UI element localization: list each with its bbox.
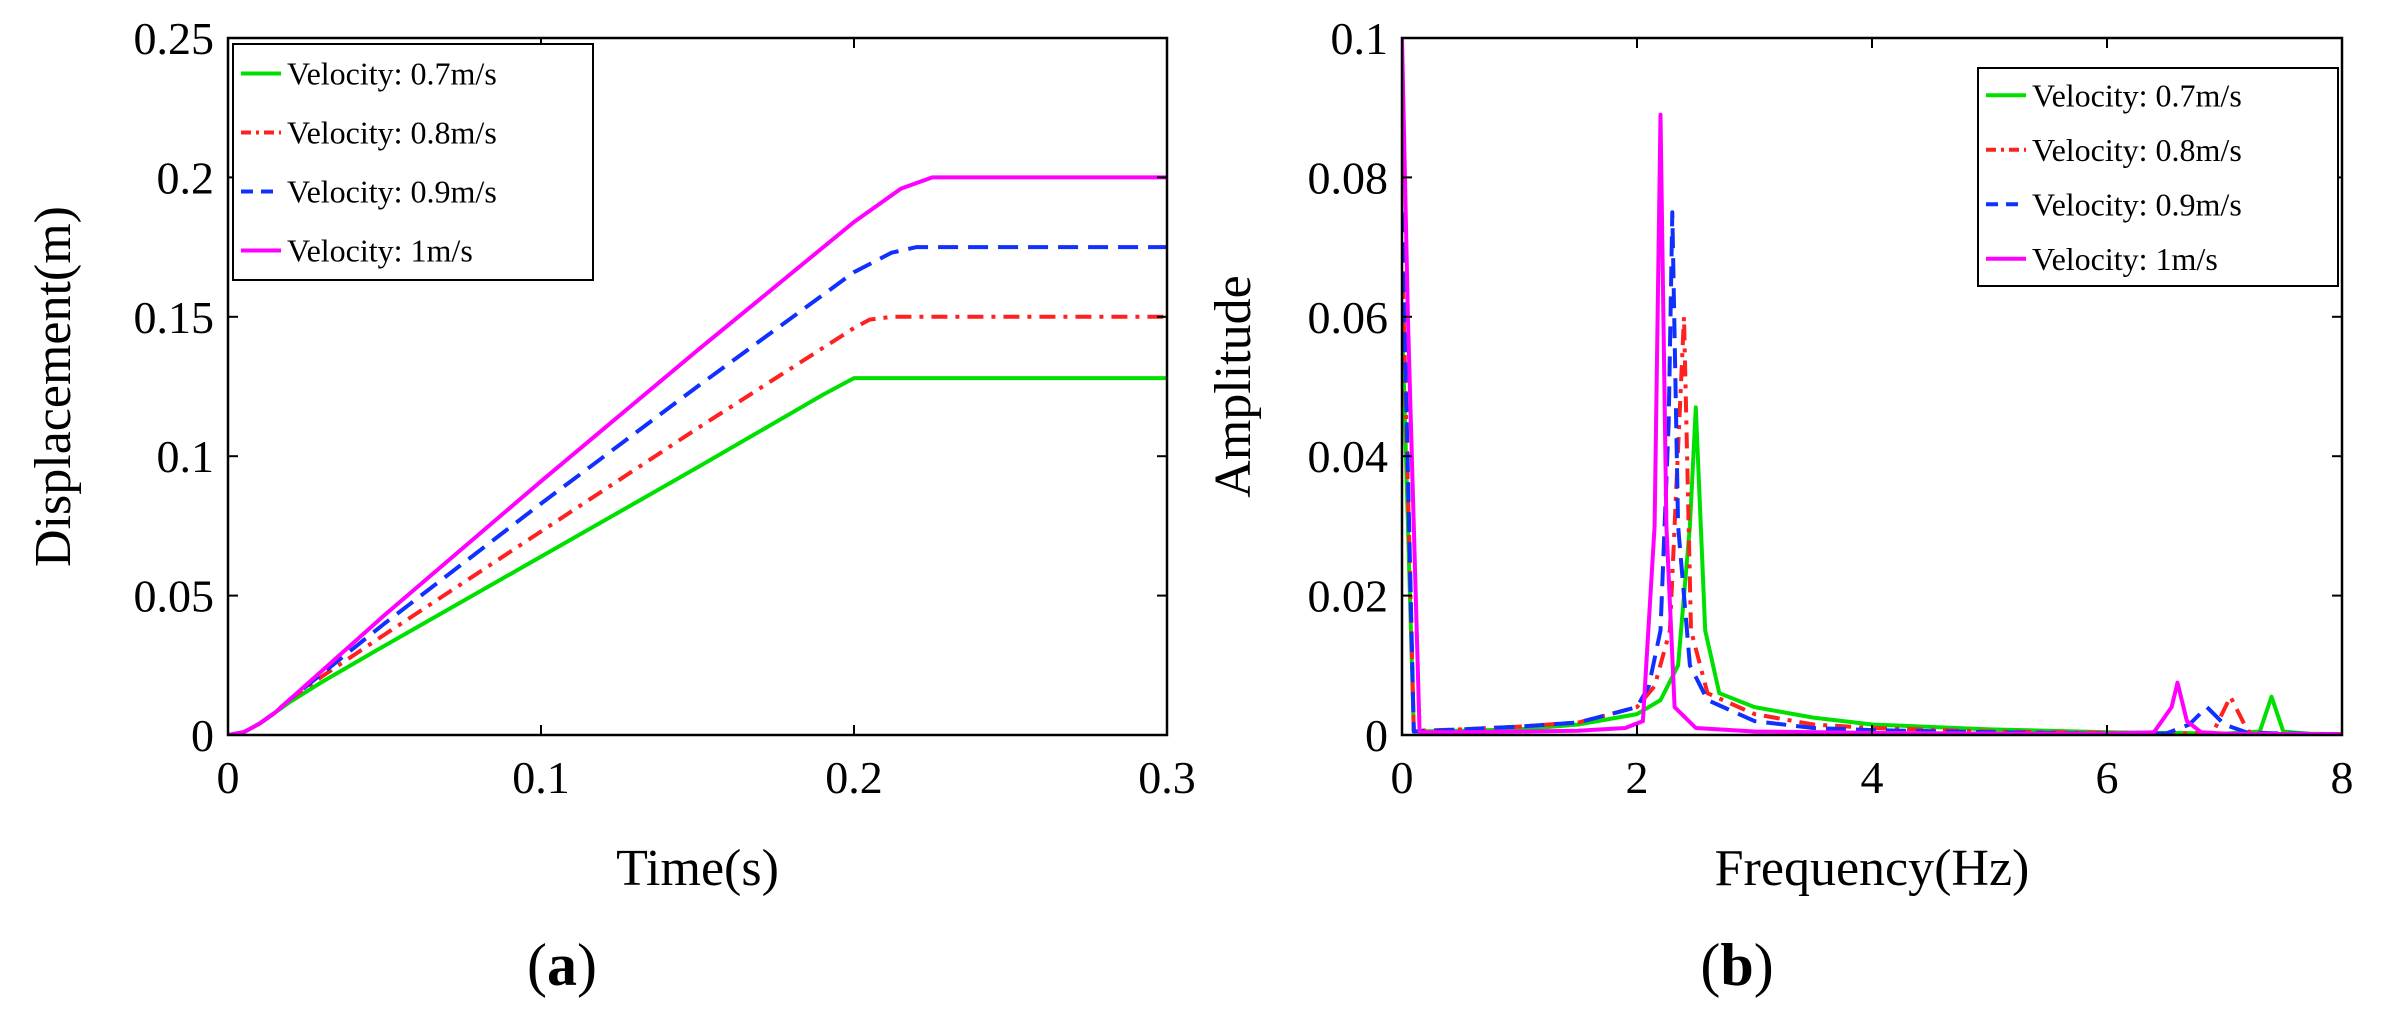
series-line-2 [228,314,1167,735]
x-tick-label: 0.1 [512,752,570,803]
x-tick-label: 0.3 [1138,752,1196,803]
y-tick-label: 0.15 [134,292,215,343]
x-tick-label: 0.2 [825,752,883,803]
series-line-2 [1402,247,2342,735]
panel-label-close: ) [577,932,597,998]
x-axis-label: Time(s) [616,840,779,897]
y-tick-label: 0.04 [1308,431,1389,482]
x-tick-label: 2 [1626,752,1649,803]
legend-box [1977,67,2339,287]
legend: Velocity: 0.7m/s Velocity: 0.8m/s Velocity… [1977,67,2339,287]
y-tick-label: 0.25 [134,13,215,64]
legend-entry-1: Velocity: 0.7m/s [287,56,497,92]
y-tick-label: 0.1 [1331,13,1389,64]
series-line-3 [228,245,1167,735]
legend-entry-3: Velocity: 0.9m/s [287,174,497,210]
series-line-3 [1402,210,2342,735]
series-line-1 [1402,316,2342,735]
panel-label-close: ) [1754,932,1774,998]
legend-entry-4: Velocity: 1m/s [2032,241,2218,277]
axes-frame [226,36,1169,737]
y-tick-label: 0.06 [1308,292,1389,343]
y-tick-label: 0.02 [1308,571,1389,622]
y-axis-label: Displacement(m) [25,206,82,567]
legend-entry-3: Velocity: 0.9m/s [2032,186,2242,222]
x-tick-label: 6 [2096,752,2119,803]
legend-entry-2: Velocity: 0.8m/s [2032,132,2242,168]
series-line-4 [1402,38,2342,735]
legend-box [232,43,594,281]
series-line-4 [228,175,1167,735]
chart-panel-b: 0 2 4 6 8 0 0.02 0.04 0.06 0.08 0.1 Frequency(Hz) Am… [1205,13,2354,998]
y-tick-label: 0.1 [157,431,215,482]
panel-label-letter: b [1720,932,1753,998]
panel-label-open: ( [1700,932,1720,998]
series-line-1 [228,376,1167,735]
x-tick-label: 8 [2331,752,2354,803]
panel-label-open: ( [527,932,547,998]
y-axis-label: Amplitude [1205,275,1262,497]
panel-label: (a) [527,932,597,998]
x-axis-label: Frequency(Hz) [1715,840,2030,897]
legend-entry-2: Velocity: 0.8m/s [287,115,497,151]
y-tick-label: 0 [1365,710,1388,761]
panel-label: (b) [1700,932,1773,998]
chart-panel-a: 0 0.1 0.2 0.3 0 0.05 0.1 0.15 0.2 0.25 Time(s) Disp… [25,13,1196,998]
x-tick-label: 4 [1861,752,1884,803]
y-tick-label: 0.05 [134,571,215,622]
legend-entry-1: Velocity: 0.7m/s [2032,77,2242,113]
legend: Velocity: 0.7m/s Velocity: 0.8m/s Velocity… [232,43,594,281]
y-tick-label: 0.2 [157,152,215,203]
legend-entry-4: Velocity: 1m/s [287,233,473,269]
x-tick-label: 0 [1391,752,1414,803]
y-tick-label: 0.08 [1308,152,1389,203]
panel-label-letter: a [547,932,577,998]
x-tick-label: 0 [217,752,240,803]
y-tick-label: 0 [191,710,214,761]
